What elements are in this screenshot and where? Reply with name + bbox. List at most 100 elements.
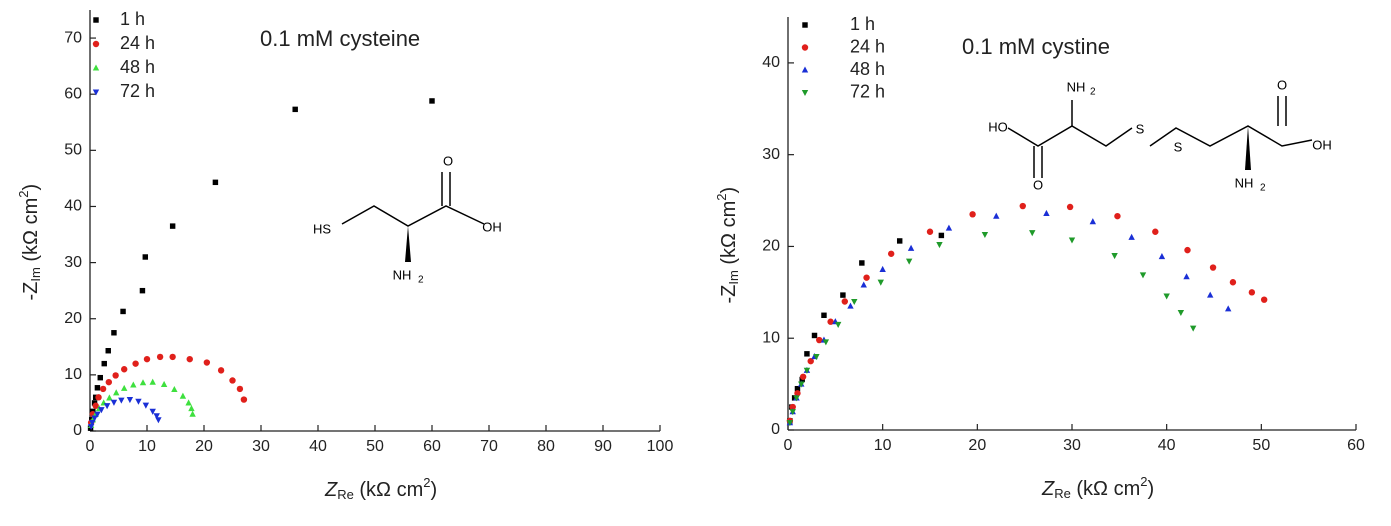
atom-label: HO (988, 119, 1008, 134)
x-axis-label: ZRe (kΩ cm2) (324, 475, 437, 502)
point (1177, 309, 1185, 317)
point (887, 250, 895, 257)
point (1184, 246, 1191, 254)
point (793, 395, 800, 402)
point (156, 353, 164, 361)
point (139, 287, 146, 294)
point (840, 292, 846, 298)
point (97, 374, 103, 381)
point (811, 332, 818, 339)
y-tick-label: 70 (64, 29, 82, 46)
x-tick-label: 50 (1252, 437, 1270, 454)
axis-label-part: -Z (20, 282, 42, 301)
point (139, 379, 147, 386)
x-tick-label: 70 (480, 438, 498, 455)
x-tick-label: 40 (1158, 437, 1176, 454)
point (92, 89, 100, 96)
point (926, 228, 934, 235)
point (203, 359, 211, 366)
point (1260, 296, 1268, 303)
point (89, 420, 96, 427)
point (103, 403, 111, 410)
point (969, 211, 976, 218)
y-tick-label: 0 (771, 421, 780, 438)
x-tick-label: 100 (647, 438, 674, 455)
point (789, 403, 796, 411)
y-tick-label: 0 (73, 422, 82, 439)
point (863, 274, 870, 281)
axis-label-part: Im (28, 267, 43, 281)
point (126, 397, 134, 404)
point (804, 351, 810, 357)
point (1152, 228, 1159, 235)
atom-label: NH (393, 267, 412, 282)
point (851, 298, 858, 306)
point (236, 385, 244, 393)
point (93, 17, 99, 23)
atom-label: O (1277, 77, 1287, 92)
atom-label: OH (1312, 137, 1332, 152)
x-axis-label: ZRe (kΩ cm2) (1041, 474, 1154, 501)
point (188, 405, 195, 412)
point (860, 281, 867, 288)
point (1139, 272, 1147, 279)
y-tick-label: 20 (762, 238, 780, 255)
point (879, 265, 886, 272)
y-tick-label: 10 (762, 329, 780, 346)
point (111, 330, 117, 336)
axis-label-part: ) (718, 187, 740, 194)
y-tick-label: 20 (64, 310, 82, 327)
x-tick-label: 40 (309, 438, 327, 455)
point (121, 366, 128, 373)
point (907, 244, 915, 251)
x-tick-label: 30 (1063, 437, 1081, 454)
atom-label: NH (1235, 175, 1254, 190)
x-tick-label: 10 (138, 438, 156, 455)
y-tick-label: 60 (64, 85, 82, 102)
legend-label: 48 h (120, 57, 155, 77)
atom-label: OH (482, 219, 502, 234)
atom-label: HS (313, 221, 331, 236)
atom-label: 2 (1090, 87, 1096, 98)
axis-label-part: Z (324, 479, 338, 501)
axis-label-part: ) (430, 479, 437, 501)
point (91, 415, 98, 422)
point (429, 98, 435, 104)
point (105, 348, 111, 354)
axis-label-part: 2 (1140, 474, 1147, 489)
legend-label: 24 h (850, 36, 885, 56)
point (807, 357, 814, 365)
point (105, 378, 113, 386)
point (149, 378, 156, 385)
y-tick-label: 40 (762, 54, 780, 71)
point (847, 302, 854, 309)
point (99, 385, 107, 393)
y-tick-label: 10 (64, 366, 82, 383)
axis-label-part: Im (726, 270, 741, 284)
point (149, 408, 156, 415)
point (791, 395, 798, 401)
axis-label-part: -Z (718, 285, 740, 304)
point (217, 367, 225, 374)
point (95, 394, 102, 401)
point (101, 360, 107, 367)
axis-label-part: (kΩ cm (354, 479, 423, 501)
point (1158, 253, 1166, 260)
point (1229, 279, 1237, 286)
y-tick-label: 50 (64, 142, 82, 159)
point (786, 420, 794, 427)
point (189, 410, 196, 417)
point (1089, 218, 1097, 225)
point (1128, 233, 1135, 240)
x-tick-label: 60 (1347, 437, 1365, 454)
point (132, 360, 139, 367)
point (813, 354, 820, 361)
point (1163, 293, 1170, 300)
legend-label: 72 h (850, 81, 885, 101)
point (229, 377, 236, 384)
x-tick-label: 20 (968, 437, 986, 454)
y-axis-label: -ZIm (kΩ cm2) (714, 187, 741, 304)
axis-label-part: ) (20, 184, 42, 191)
y-tick-label: 30 (762, 146, 780, 163)
y-tick-label: 30 (64, 254, 82, 271)
